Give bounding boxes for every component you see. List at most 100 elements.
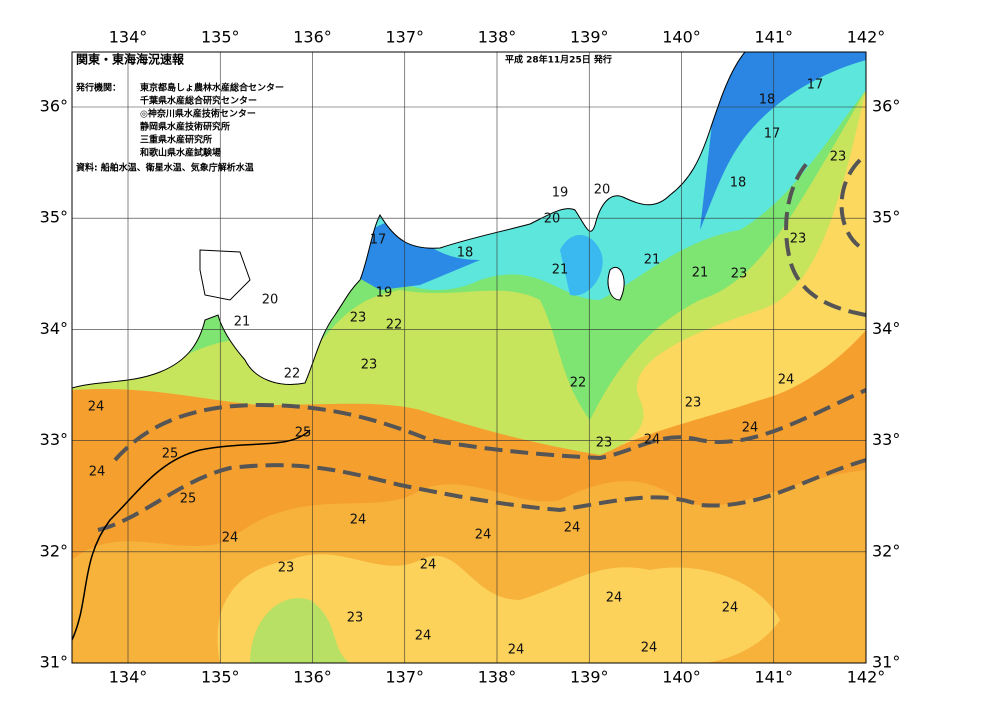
lon-label: 142°	[847, 668, 886, 687]
lat-label: 36°	[40, 97, 68, 116]
contour-label: 21	[692, 266, 709, 281]
contour-label: 19	[376, 286, 393, 301]
lon-label: 138°	[478, 668, 517, 687]
izu-oshima	[607, 267, 625, 301]
contour-label: 23	[731, 267, 748, 282]
contour-label: 24	[564, 521, 581, 536]
contour-label: 24	[475, 528, 492, 543]
contour-label: 24	[742, 421, 759, 436]
contour-label: 21	[552, 263, 569, 278]
contour-label: 21	[234, 315, 251, 330]
sea-yellow	[217, 554, 781, 663]
contour-label: 24	[222, 531, 239, 546]
contour-label: 22	[570, 376, 587, 391]
lon-label: 137°	[385, 668, 424, 687]
contour-label: 18	[457, 246, 474, 261]
contour-label: 24	[420, 558, 437, 573]
issuer: ◎神奈川県水産技術センター	[140, 108, 256, 120]
contour-label: 23	[347, 611, 364, 626]
source: 資料: 船舶水温、衛星水温、気象庁解析水温	[76, 162, 254, 174]
lon-label: 140°	[662, 668, 701, 687]
lon-label: 139°	[570, 668, 609, 687]
contour-label: 23	[350, 311, 367, 326]
lon-label: 140°	[662, 28, 701, 47]
lon-label: 134°	[109, 28, 148, 47]
lat-label: 33°	[872, 430, 900, 449]
contour-label: 24	[778, 373, 795, 388]
date: 平成 28年11月25日 発行	[505, 54, 612, 66]
contour-label: 24	[88, 400, 105, 415]
lon-label: 136°	[293, 668, 332, 687]
land	[72, 52, 746, 389]
contour-label: 24	[508, 643, 525, 658]
contour-label: 23	[685, 396, 702, 411]
contour-label: 23	[596, 436, 613, 451]
map-area	[72, 52, 866, 663]
contour-label: 23	[278, 561, 295, 576]
lon-label: 141°	[754, 28, 793, 47]
lat-label: 32°	[872, 541, 900, 560]
contour-label: 17	[807, 78, 824, 93]
grid	[72, 52, 866, 663]
issuer: 千葉県水産総合研究センター	[140, 95, 257, 107]
lon-label: 135°	[201, 28, 240, 47]
lon-label: 142°	[847, 28, 886, 47]
contour-label: 23	[790, 232, 807, 247]
lon-label: 138°	[478, 28, 517, 47]
contour-label: 20	[544, 212, 561, 227]
sea-yellowgreen	[250, 598, 350, 663]
contour-label: 25	[162, 447, 179, 462]
warm-eddy	[784, 158, 866, 317]
contour-label: 24	[415, 629, 432, 644]
lat-label: 31°	[40, 653, 68, 672]
contour-label: 18	[759, 93, 776, 108]
title: 関東・東海海況速報	[76, 52, 185, 67]
awaji-island	[199, 249, 251, 301]
lon-label: 135°	[201, 668, 240, 687]
contour-label: 24	[89, 465, 106, 480]
sea-blue-sagami	[560, 235, 603, 296]
contour-label: 20	[594, 183, 611, 198]
issuer: 和歌山県水産試験場	[139, 147, 221, 159]
lat-label: 34°	[40, 319, 68, 338]
kuroshio-north	[113, 388, 866, 462]
lon-label: 136°	[293, 28, 332, 47]
issuer: 東京都島しょ農林水産総合センター	[140, 82, 284, 94]
contour-label: 24	[644, 433, 661, 448]
issuer: 静岡県水産技術研究所	[140, 121, 230, 133]
sea-blue-ise	[345, 222, 480, 290]
sea-blue-kanto	[700, 52, 866, 230]
contour-label: 17	[764, 127, 781, 142]
kuroshio-south	[97, 458, 866, 532]
lon-label: 141°	[754, 668, 793, 687]
issuer: 三重県水産研究所	[140, 134, 212, 146]
lat-label: 34°	[872, 319, 900, 338]
map-frame	[71, 51, 867, 664]
lat-label: 35°	[40, 208, 68, 227]
contour-label: 19	[552, 186, 569, 201]
contour-label: 23	[830, 150, 847, 165]
lat-label: 32°	[40, 541, 68, 560]
contour-label: 24	[641, 641, 658, 656]
lon-label: 134°	[109, 668, 148, 687]
contour-label: 17	[370, 233, 387, 248]
contour-label: 22	[284, 367, 301, 382]
lon-label: 137°	[385, 28, 424, 47]
contour-label: 20	[262, 293, 279, 308]
contour-25	[72, 429, 311, 641]
lat-label: 33°	[40, 430, 68, 449]
contour-label: 22	[386, 318, 403, 333]
contour-label: 18	[730, 176, 747, 191]
lat-label: 35°	[872, 208, 900, 227]
contour-label: 24	[722, 601, 739, 616]
issuer-label: 発行機関：	[75, 82, 121, 94]
contour-label: 25	[180, 492, 197, 507]
contour-label: 23	[361, 358, 378, 373]
lat-label: 31°	[872, 653, 900, 672]
contour-label: 24	[606, 591, 623, 606]
contour-label: 25	[295, 426, 312, 441]
lat-label: 36°	[872, 97, 900, 116]
contour-label: 21	[644, 253, 661, 268]
lon-label: 139°	[570, 28, 609, 47]
